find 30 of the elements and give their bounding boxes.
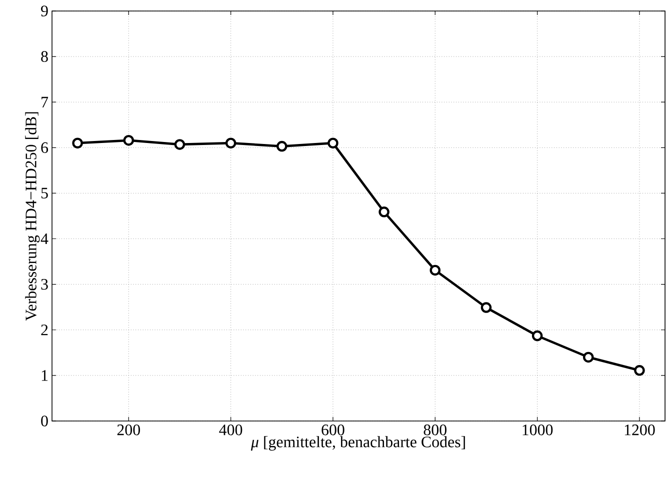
y-tick-label: 0 xyxy=(41,416,48,426)
x-tick-label: 800 xyxy=(424,424,446,436)
x-axis-title: μ [gemittelte, benachbarte Codes] xyxy=(250,436,465,451)
y-tick-label: 7 xyxy=(42,96,48,108)
y-tick-label: 6 xyxy=(41,142,48,154)
y-axis-title: Verbesserung HD4−HD250 [dB] xyxy=(25,112,40,321)
y-tick-label: 8 xyxy=(41,51,48,62)
point xyxy=(72,138,83,148)
x-tick-label: 400 xyxy=(219,424,242,436)
point xyxy=(276,140,288,152)
point xyxy=(123,134,134,146)
x-tick-label: 1200 xyxy=(624,424,655,436)
y-tick-label: 2 xyxy=(41,324,48,336)
point xyxy=(480,302,492,313)
point xyxy=(532,330,543,342)
point xyxy=(430,264,441,276)
point xyxy=(328,138,338,148)
y-tick-label: 9 xyxy=(41,6,48,16)
x-tick-label: 200 xyxy=(117,424,140,436)
point xyxy=(634,365,645,376)
y-tick-label: 3 xyxy=(41,278,48,290)
y-tick-label: 4 xyxy=(40,234,48,244)
x-tick-label: 600 xyxy=(322,424,344,436)
point xyxy=(174,139,186,150)
point xyxy=(225,138,236,148)
x-tick-label: 1000 xyxy=(522,424,553,436)
point xyxy=(378,206,390,218)
point xyxy=(583,352,594,363)
y-tick-label: 1 xyxy=(42,370,48,381)
y-tick-label: 5 xyxy=(41,188,48,199)
